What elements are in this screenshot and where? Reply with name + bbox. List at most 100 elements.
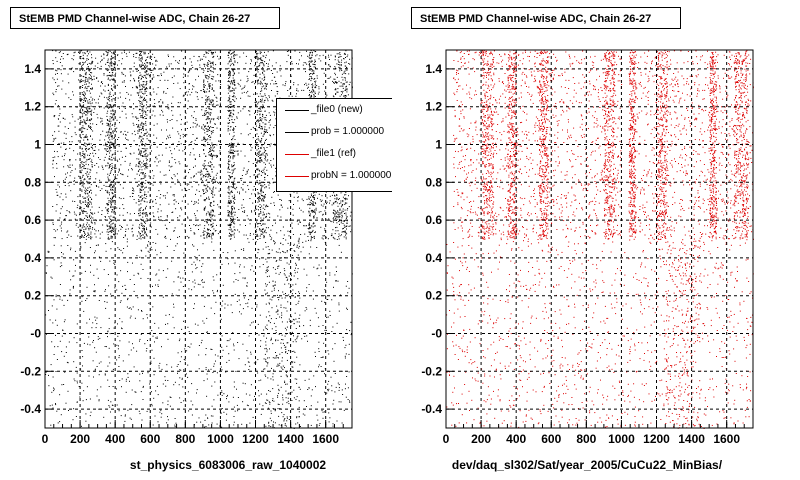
data-point: [78, 79, 80, 81]
data-point: [90, 110, 91, 112]
data-point: [171, 178, 173, 180]
data-point: [53, 138, 55, 140]
data-point: [54, 103, 56, 105]
data-point: [290, 75, 292, 77]
data-point: [56, 60, 58, 62]
data-point: [144, 53, 146, 55]
data-point: [309, 227, 311, 229]
data-point: [207, 52, 209, 54]
data-point: [145, 186, 147, 188]
data-point: [138, 204, 140, 206]
data-point: [270, 135, 271, 137]
data-point: [209, 219, 211, 221]
data-point: [140, 178, 142, 180]
data-point: [85, 134, 87, 136]
data-point: [308, 86, 309, 88]
data-point: [56, 73, 58, 74]
data-point: [90, 182, 92, 183]
data-point: [110, 235, 112, 237]
data-point: [258, 154, 260, 156]
data-point: [171, 165, 173, 167]
data-point: [144, 90, 146, 92]
data-point: [129, 196, 131, 198]
data-point: [143, 124, 145, 126]
data-point: [230, 53, 232, 55]
data-point: [230, 111, 232, 113]
data-point: [115, 196, 117, 198]
data-point: [259, 117, 261, 119]
data-point: [205, 165, 207, 167]
data-point: [107, 141, 109, 143]
data-point: [138, 210, 140, 212]
data-point: [274, 114, 275, 116]
data-point: [143, 64, 144, 66]
data-point: [264, 230, 265, 232]
data-point: [138, 195, 140, 197]
data-point: [205, 104, 207, 105]
data-point: [256, 229, 258, 231]
data-point: [230, 229, 232, 231]
data-point: [56, 204, 58, 206]
data-point: [109, 152, 110, 154]
data-point: [309, 207, 311, 209]
data-point: [309, 78, 310, 80]
data-point: [99, 179, 101, 181]
data-point: [140, 203, 142, 205]
data-point: [252, 81, 254, 83]
data-point: [139, 136, 141, 138]
data-point: [110, 203, 112, 205]
data-point: [173, 56, 175, 58]
data-point: [124, 108, 126, 109]
data-point: [280, 230, 282, 232]
data-point: [235, 98, 237, 100]
data-point: [82, 134, 84, 135]
data-point: [83, 165, 85, 167]
data-point: [66, 237, 68, 238]
data-point: [318, 88, 320, 90]
data-point: [110, 183, 112, 185]
data-point: [87, 193, 89, 195]
data-point: [200, 169, 202, 171]
data-point: [112, 132, 114, 134]
data-point: [133, 108, 135, 110]
data-point: [113, 157, 115, 159]
data-point: [99, 139, 101, 141]
data-point: [232, 156, 234, 158]
data-point: [210, 155, 212, 157]
data-point: [105, 63, 107, 65]
data-point: [331, 221, 333, 223]
data-point: [106, 103, 108, 105]
data-point: [52, 50, 54, 52]
data-point: [232, 99, 234, 100]
data-point: [194, 139, 196, 141]
data-point: [148, 139, 150, 141]
data-point: [84, 106, 86, 108]
data-point: [110, 207, 112, 209]
data-point: [203, 81, 205, 83]
data-point: [313, 199, 315, 200]
data-point: [338, 66, 340, 68]
data-point: [151, 78, 153, 80]
data-point: [309, 63, 310, 65]
data-point: [82, 201, 84, 203]
data-point: [233, 51, 235, 53]
data-point: [232, 205, 234, 207]
data-point: [59, 62, 61, 63]
data-point: [140, 166, 142, 168]
data-point: [140, 191, 142, 193]
data-point: [85, 163, 87, 165]
data-point: [84, 189, 86, 191]
data-point: [267, 212, 269, 214]
data-point: [113, 179, 115, 180]
data-point: [97, 80, 99, 82]
data-point: [187, 217, 189, 219]
data-point: [142, 183, 143, 185]
data-point: [228, 189, 230, 191]
data-point: [249, 233, 251, 234]
data-point: [110, 60, 112, 62]
data-point: [152, 53, 154, 55]
data-point: [255, 161, 257, 163]
data-point: [309, 52, 311, 54]
data-point: [85, 238, 87, 240]
data-point: [110, 200, 112, 202]
